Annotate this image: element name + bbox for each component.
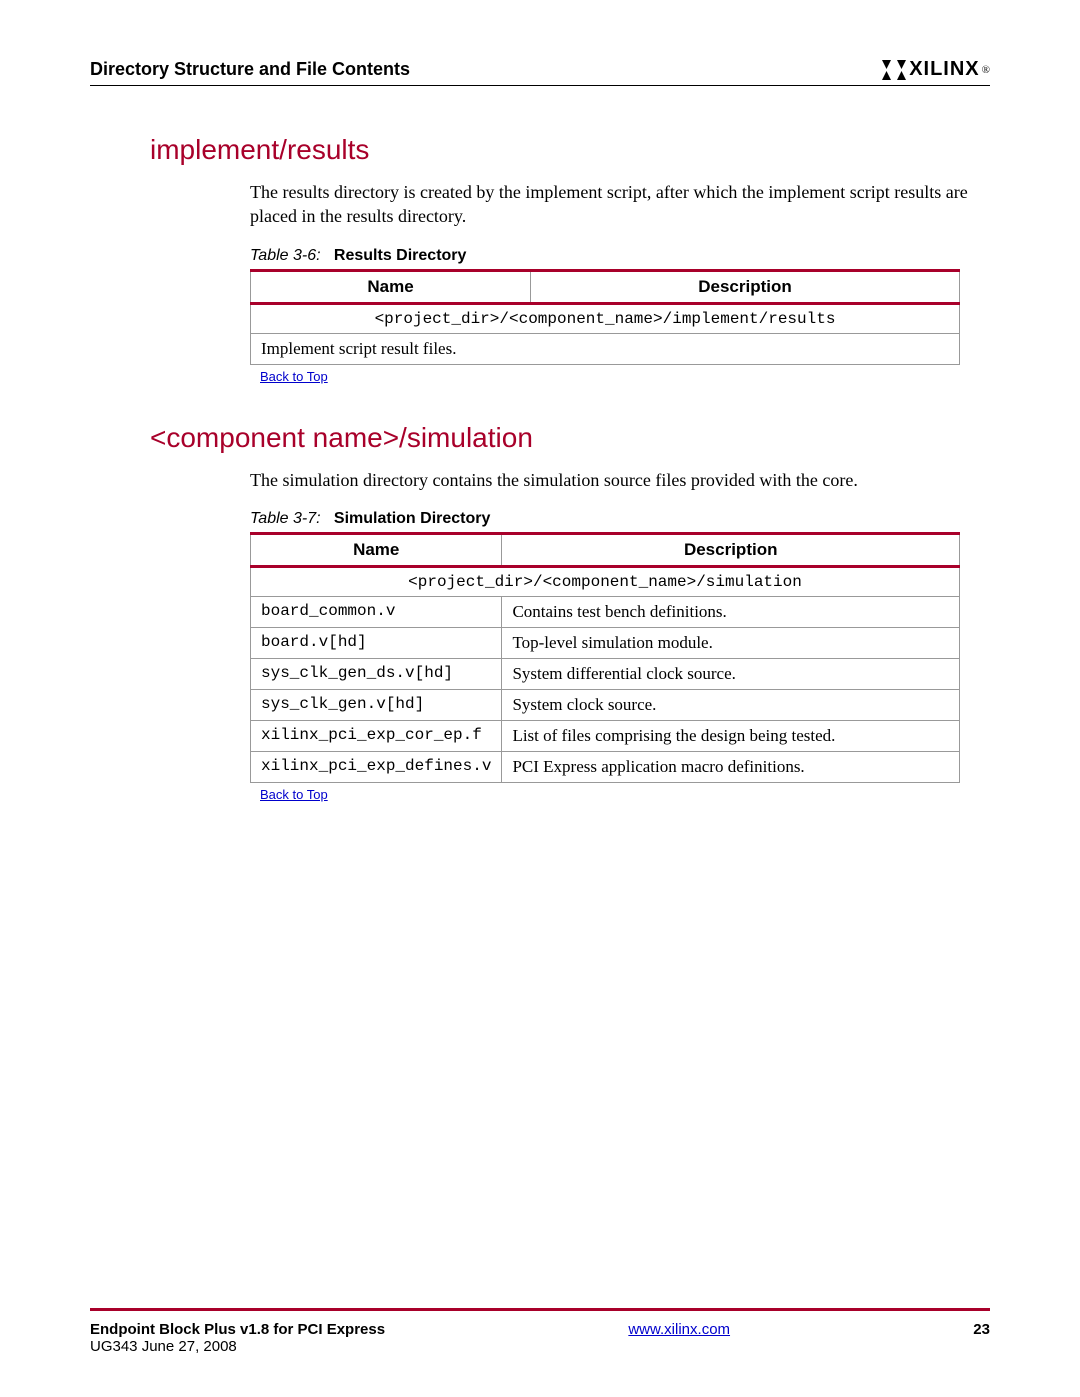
header-rule — [90, 85, 990, 86]
table-3-7-label: Table 3-7: — [250, 510, 321, 527]
table-simulation-directory: Name Description <project_dir>/<componen… — [250, 532, 960, 783]
footer-url-link[interactable]: www.xilinx.com — [628, 1321, 730, 1338]
file-desc: List of files comprising the design bein… — [502, 720, 960, 751]
table-row: xilinx_pci_exp_cor_ep.fList of files com… — [251, 720, 960, 751]
footer-left-sub: UG343 June 27, 2008 — [90, 1338, 385, 1355]
table-header-desc: Description — [502, 533, 960, 566]
file-name: xilinx_pci_exp_defines.v — [251, 751, 502, 782]
header-title: Directory Structure and File Contents — [90, 59, 410, 80]
xilinx-logo: XILINX ® — [881, 58, 990, 81]
table-header-name: Name — [251, 270, 531, 303]
page-header: Directory Structure and File Contents XI… — [90, 58, 990, 81]
file-name: sys_clk_gen.v[hd] — [251, 689, 502, 720]
table-row: board_common.vContains test bench defini… — [251, 596, 960, 627]
file-name: board_common.v — [251, 596, 502, 627]
file-desc: System differential clock source. — [502, 658, 960, 689]
table-3-6-label: Table 3-6: — [250, 247, 321, 264]
table-row: sys_clk_gen.v[hd]System clock source. — [251, 689, 960, 720]
xilinx-logo-text: XILINX — [909, 58, 979, 81]
file-name: sys_clk_gen_ds.v[hd] — [251, 658, 502, 689]
footer-rule — [90, 1308, 990, 1311]
page-number: 23 — [973, 1321, 990, 1338]
table-path-row: <project_dir>/<component_name>/implement… — [251, 303, 960, 333]
table-header-desc: Description — [531, 270, 960, 303]
footer-left-main: Endpoint Block Plus v1.8 for PCI Express — [90, 1321, 385, 1338]
section-heading-simulation: <component name>/simulation — [150, 422, 990, 454]
file-desc: Contains test bench definitions. — [502, 596, 960, 627]
file-desc: System clock source. — [502, 689, 960, 720]
footer-doc-title: Endpoint Block Plus v1.8 for PCI Express… — [90, 1321, 385, 1355]
file-desc: Top-level simulation module. — [502, 627, 960, 658]
table-results-directory: Name Description <project_dir>/<componen… — [250, 269, 960, 365]
table-3-6-title: Results Directory — [334, 247, 467, 264]
section2-body: The simulation directory contains the si… — [250, 468, 990, 492]
table-row: xilinx_pci_exp_defines.vPCI Express appl… — [251, 751, 960, 782]
file-name: xilinx_pci_exp_cor_ep.f — [251, 720, 502, 751]
page-footer: Endpoint Block Plus v1.8 for PCI Express… — [90, 1308, 990, 1355]
table-path-row: <project_dir>/<component_name>/simulatio… — [251, 566, 960, 596]
table-3-6-caption: Table 3-6: Results Directory — [250, 247, 990, 265]
table-row: board.v[hd]Top-level simulation module. — [251, 627, 960, 658]
section-heading-results: implement/results — [150, 134, 990, 166]
back-to-top-link[interactable]: Back to Top — [260, 369, 328, 384]
table-3-7-caption: Table 3-7: Simulation Directory — [250, 510, 990, 528]
file-desc: PCI Express application macro definition… — [502, 751, 960, 782]
table-row: Implement script result files. — [251, 333, 960, 364]
table-header-name: Name — [251, 533, 502, 566]
table-row: sys_clk_gen_ds.v[hd]System differential … — [251, 658, 960, 689]
xilinx-logo-icon — [881, 59, 907, 81]
file-name: board.v[hd] — [251, 627, 502, 658]
table-3-7-title: Simulation Directory — [334, 510, 490, 527]
back-to-top-link[interactable]: Back to Top — [260, 787, 328, 802]
section1-body: The results directory is created by the … — [250, 180, 990, 229]
xilinx-logo-reg: ® — [982, 64, 990, 76]
